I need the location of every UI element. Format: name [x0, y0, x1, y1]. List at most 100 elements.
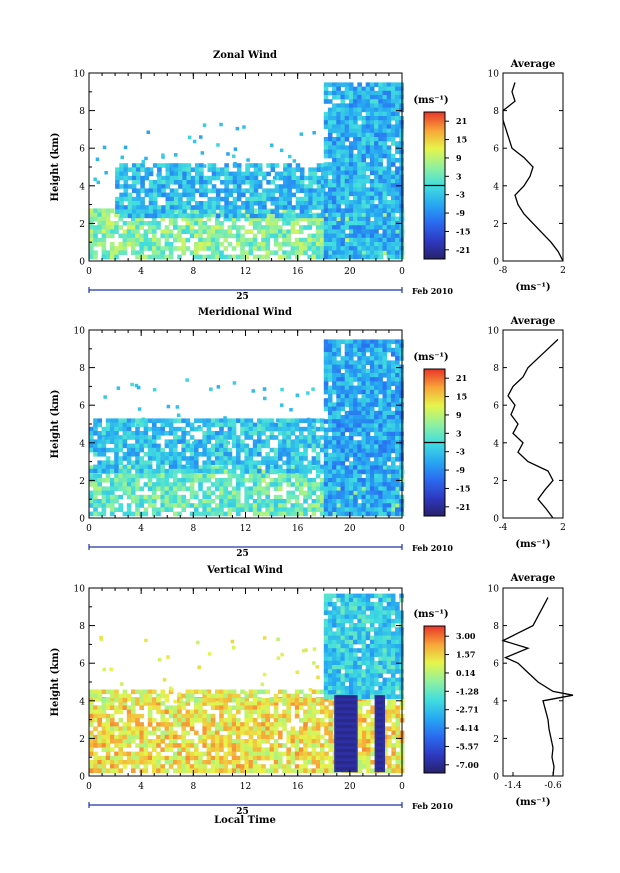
field-cell [353, 111, 358, 117]
field-cell [139, 734, 144, 740]
field-cell [365, 490, 371, 496]
field-cell [118, 435, 123, 440]
field-cell [168, 233, 174, 239]
field-cell [248, 216, 254, 222]
field-cell [348, 116, 354, 121]
field-cell [365, 111, 371, 117]
field-cell [336, 242, 341, 247]
field-cell [395, 352, 400, 357]
field-cell [348, 204, 354, 209]
field-cell [340, 389, 346, 395]
field-cell [244, 456, 249, 461]
field-cell [206, 447, 212, 453]
field-cell [369, 347, 375, 353]
field-cell [131, 213, 137, 219]
field-cell [215, 452, 220, 457]
field-cell [252, 739, 258, 744]
field-cell [348, 124, 354, 129]
field-cell [327, 385, 333, 391]
field-cell [194, 507, 199, 512]
field-cell [295, 167, 301, 172]
field-cell [395, 343, 400, 349]
field-cell [323, 183, 329, 188]
colorbar-tick-label: -9 [456, 208, 465, 218]
field-cell [173, 460, 178, 465]
field-cell [303, 511, 308, 517]
field-cell [126, 431, 132, 436]
field-cell [286, 482, 291, 487]
field-cell [265, 426, 270, 432]
field-cell [123, 163, 129, 168]
field-cell [348, 444, 354, 449]
field-cell [386, 187, 392, 192]
field-cell [323, 440, 329, 445]
field-cell [312, 205, 318, 210]
field-cell [236, 213, 242, 219]
field-cell [332, 183, 337, 188]
field-cell [115, 196, 120, 202]
field-cell [185, 237, 191, 243]
field-cell [257, 701, 262, 706]
field-cell [340, 436, 346, 441]
field-cell [336, 377, 341, 382]
field-cell [357, 137, 362, 142]
field-cell [131, 726, 136, 731]
field-cell [144, 175, 150, 181]
field-cell [336, 233, 341, 239]
field-cell [93, 490, 98, 496]
field-cell [210, 734, 216, 740]
field-cell [320, 443, 325, 449]
field-cell [122, 490, 128, 496]
field-cell [135, 426, 140, 432]
field-cell [223, 443, 228, 449]
field-cell [278, 426, 283, 432]
field-cell [135, 447, 140, 453]
field-cell [198, 713, 203, 719]
field-cell [252, 426, 258, 432]
field-cell [198, 701, 203, 706]
field-cell [327, 216, 333, 222]
field-cell [344, 225, 350, 230]
field-cell [122, 734, 128, 740]
field-cell [236, 490, 241, 496]
field-cell [395, 120, 400, 125]
field-cell [232, 201, 238, 206]
field-cell [286, 478, 291, 483]
field-cell [161, 180, 166, 185]
field-cell [344, 153, 350, 159]
field-cell [282, 233, 287, 239]
field-cell [173, 175, 179, 181]
field-cell [311, 242, 317, 247]
field-cell [323, 170, 329, 176]
field-cell [365, 82, 371, 87]
field-cell [269, 734, 275, 740]
field-cell [374, 95, 379, 100]
field-cell [387, 709, 392, 715]
field-cell [118, 242, 123, 247]
field-cell [126, 460, 132, 465]
field-cell [226, 441, 231, 445]
field-cell [340, 490, 346, 496]
field-cell [383, 705, 388, 710]
field-cell [286, 705, 291, 710]
field-cell [327, 511, 333, 517]
field-cell [340, 82, 346, 87]
field-cell [395, 473, 400, 479]
field-cell [362, 726, 367, 731]
field-cell [252, 447, 258, 453]
field-cell [327, 124, 333, 129]
field-cell [353, 86, 358, 92]
field-cell [261, 730, 266, 736]
field-cell [93, 447, 98, 453]
field-cell [240, 233, 245, 239]
field-cell [206, 718, 212, 723]
field-cell [365, 457, 371, 462]
field-cell [353, 457, 358, 462]
field-cell [395, 385, 400, 391]
field-cell [327, 187, 333, 192]
field-cell [114, 726, 119, 731]
field-cell [390, 179, 396, 184]
field-cell [323, 490, 329, 496]
field-cell [382, 394, 388, 399]
field-cell [374, 352, 379, 357]
